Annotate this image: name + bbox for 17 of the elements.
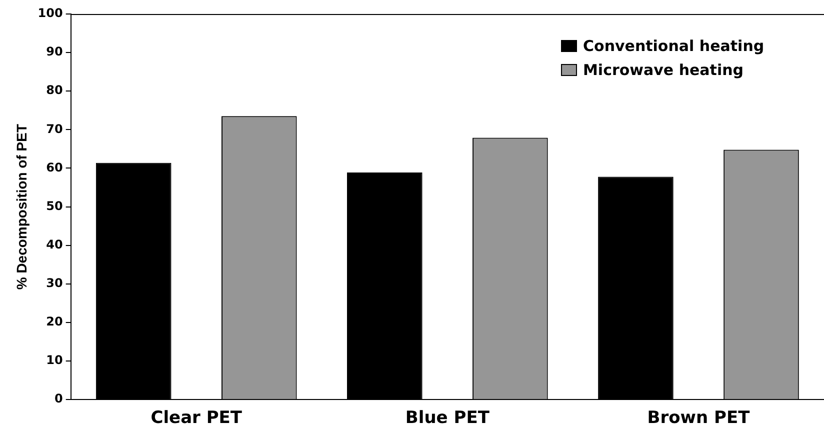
y-tick-label: 50 [46, 198, 63, 213]
legend-label: Conventional heating [583, 36, 764, 57]
y-axis-title: % Decomposition of PET [13, 124, 30, 290]
x-tick-label: Blue PET [405, 408, 490, 428]
x-tick-label: Clear PET [150, 408, 242, 428]
y-tick-label: 10 [46, 353, 63, 368]
y-tick-label: 20 [46, 314, 63, 329]
y-tick-label: 60 [46, 160, 63, 174]
x-tick-label: Brown PET [647, 408, 750, 428]
y-tick-label: 70 [46, 122, 63, 136]
legend-label: Microwave heating [583, 60, 744, 81]
y-tick-label: 80 [46, 83, 63, 98]
y-tick-label: 40 [46, 237, 63, 252]
y-tick-label: 0 [54, 392, 63, 406]
y-tick-label: 100 [38, 6, 63, 20]
y-tick-label: 30 [46, 276, 63, 290]
y-tick-label: 90 [46, 44, 63, 59]
